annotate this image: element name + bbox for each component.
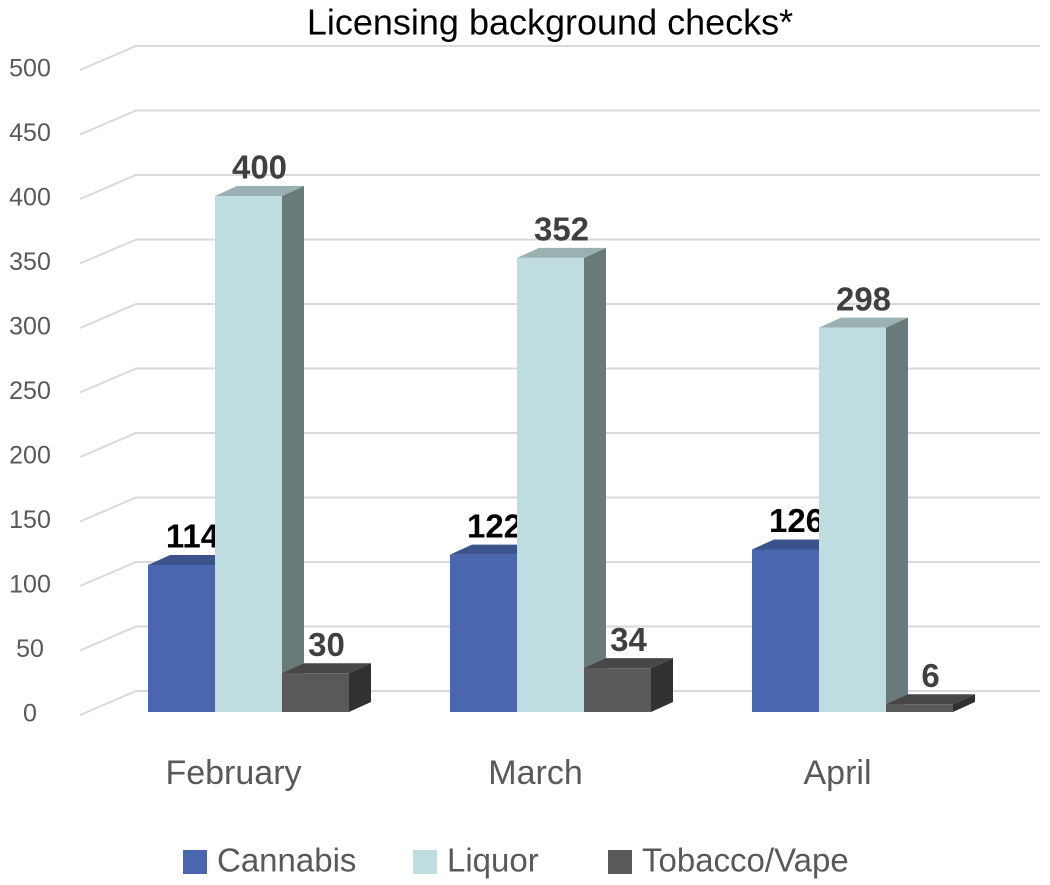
bar [752, 549, 819, 712]
legend-label: Tobacco/Vape [642, 842, 849, 879]
grid-line [79, 109, 1040, 136]
y-tick-label: 450 [9, 119, 51, 147]
bar [584, 668, 651, 712]
chart-title: Licensing background checks* [307, 2, 793, 43]
grid-line [79, 690, 1040, 716]
y-tick-label: 350 [9, 248, 51, 276]
data-label: 126 [769, 502, 824, 539]
legend-swatch [608, 850, 632, 874]
grid-line [79, 238, 1040, 265]
grid-line [79, 367, 1040, 394]
bar-top [819, 317, 908, 328]
data-label: 352 [534, 211, 589, 248]
grid-line [79, 432, 1040, 458]
data-label: 122 [467, 507, 522, 544]
y-tick-label: 150 [9, 506, 51, 534]
bar [517, 257, 584, 712]
data-label: 34 [610, 621, 647, 658]
y-tick-label: 50 [16, 635, 44, 663]
legend-label: Cannabis [217, 842, 356, 879]
bar-top [584, 658, 673, 669]
grid-line [79, 174, 1040, 200]
grid-line [79, 303, 1040, 329]
bar-top [282, 663, 371, 674]
bar-side [651, 658, 673, 712]
bar-top [752, 539, 841, 550]
y-tick-label: 100 [9, 571, 51, 599]
data-label: 114 [166, 518, 220, 555]
bar-top [450, 544, 539, 555]
x-tick-label: March [488, 754, 582, 792]
grid-line [79, 625, 1040, 652]
x-tick-label: February [165, 754, 301, 792]
bar-side [953, 694, 975, 712]
grid-line [79, 496, 1040, 523]
bar-top [215, 186, 304, 196]
bar [282, 673, 349, 712]
bar-side [349, 663, 371, 712]
bar [450, 554, 517, 712]
grid-line [79, 561, 1040, 587]
x-tick-label: April [803, 754, 871, 792]
y-tick-label: 0 [23, 700, 37, 728]
bar-side [584, 247, 606, 713]
bar-top [148, 554, 237, 565]
bar [148, 564, 215, 712]
bar [819, 327, 886, 712]
legend-swatch [183, 850, 207, 874]
grid-line [79, 45, 1040, 71]
bar [215, 196, 282, 712]
bar-side [282, 186, 304, 712]
bar [886, 704, 953, 712]
legend-label: Liquor [447, 842, 539, 879]
data-label: 6 [921, 657, 939, 694]
data-label: 30 [308, 626, 345, 663]
y-tick-label: 400 [9, 184, 51, 212]
legend-swatch [413, 850, 437, 874]
y-tick-label: 250 [9, 377, 51, 405]
y-tick-label: 500 [9, 55, 51, 83]
data-label: 400 [232, 149, 287, 186]
bar-top [517, 247, 606, 258]
y-tick-label: 200 [9, 442, 51, 470]
bar-side [886, 317, 908, 712]
data-label: 298 [836, 280, 891, 317]
y-tick-label: 300 [9, 313, 51, 341]
bar-top [886, 694, 975, 705]
